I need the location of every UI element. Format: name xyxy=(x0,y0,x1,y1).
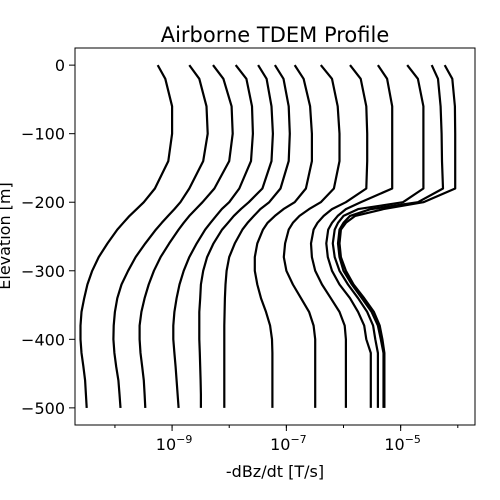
y-tick-label-4: −300 xyxy=(21,262,65,281)
x-tick-label-2: 10−7 xyxy=(270,433,307,454)
series-line-9 xyxy=(309,64,369,408)
series-line-10 xyxy=(325,64,394,408)
series-line-2 xyxy=(112,64,209,408)
series-line-11 xyxy=(331,64,425,408)
y-tick-label-6: −500 xyxy=(21,399,65,418)
series-line-12 xyxy=(336,64,445,408)
series-line-3 xyxy=(138,64,234,408)
series-line-7 xyxy=(253,64,313,408)
plot-frame xyxy=(74,47,476,426)
chart-title: Airborne TDEM Profile xyxy=(161,23,390,47)
series-line-8 xyxy=(282,64,341,408)
curves-layer xyxy=(79,64,457,408)
y-tick-label-2: −100 xyxy=(21,125,65,144)
series-line-6 xyxy=(223,64,291,408)
y-axis: 0 −100 −200 −300 −400 −500 xyxy=(21,56,75,418)
series-line-5 xyxy=(198,64,274,408)
x-axis: 10−9 10−7 10−5 xyxy=(114,425,459,454)
y-axis-label: Elevation [m] xyxy=(0,182,14,289)
series-line-1 xyxy=(79,64,174,408)
y-tick-label-1: 0 xyxy=(55,56,65,75)
y-tick-label-3: −200 xyxy=(21,193,65,212)
series-line-13 xyxy=(338,64,457,408)
series-line-4 xyxy=(172,64,254,408)
y-tick-label-5: −400 xyxy=(21,330,65,349)
x-tick-label-3: 10−5 xyxy=(384,433,421,454)
x-tick-label-1: 10−9 xyxy=(156,433,193,454)
x-axis-label: -dBz/dt [T/s] xyxy=(226,462,324,481)
